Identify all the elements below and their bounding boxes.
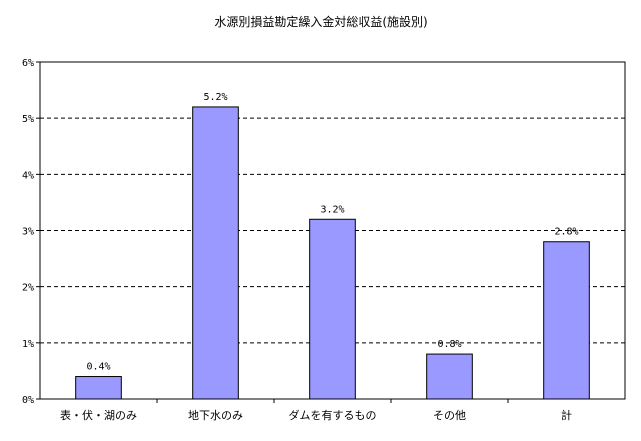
labels: 0% 1% 2% 3% 4% 5% 6% 0.4% 表・伏・湖のみ 5.2% 地下水のみ 3.2% ダム… (22, 58, 579, 422)
bar (543, 241, 590, 400)
bar (426, 353, 473, 400)
y-tick-label: 1% (22, 339, 34, 350)
y-tick-label: 4% (22, 170, 34, 181)
x-tick-label: 表・伏・湖のみ (60, 408, 137, 422)
bar (192, 106, 239, 400)
data-label: 0.4% (86, 362, 110, 373)
y-tick-label: 6% (22, 58, 34, 69)
bars (75, 106, 590, 400)
x-tick-label: ダムを有するもの (289, 408, 377, 422)
x-tick-label: 計 (561, 408, 572, 422)
y-tick-label: 0% (22, 395, 34, 406)
bar (309, 218, 356, 400)
x-tick-label: 地下水のみ (188, 409, 243, 422)
chart-title: 水源別損益勘定繰入金対総収益(施設別) (214, 14, 427, 29)
x-tick-label: その他 (433, 409, 466, 422)
y-tick-label: 3% (22, 227, 34, 238)
y-tick-label: 2% (22, 283, 34, 294)
data-label: 3.2% (320, 204, 344, 215)
data-label: 0.8% (437, 339, 461, 350)
y-tick-label: 5% (22, 114, 34, 125)
bar (75, 376, 122, 400)
data-label: 5.2% (203, 92, 227, 103)
axes (36, 61, 625, 403)
data-label: 2.8% (554, 227, 578, 238)
